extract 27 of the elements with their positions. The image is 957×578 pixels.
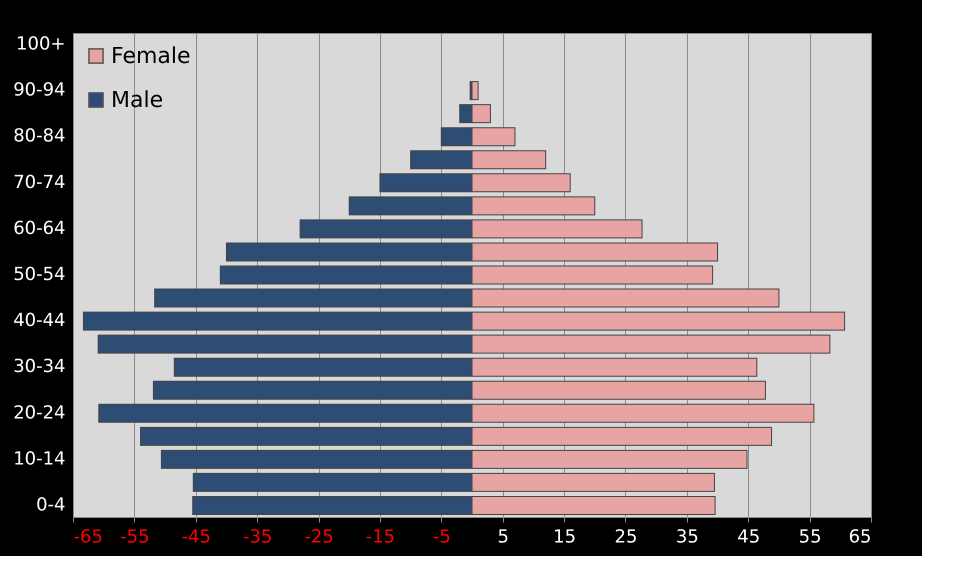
legend-label: Male: [111, 88, 164, 113]
y-tick-label: 10-14: [13, 448, 66, 470]
x-tick-label: 55: [798, 526, 822, 548]
x-tick-label: 45: [737, 526, 760, 548]
legend-label: Female: [111, 44, 191, 69]
x-tick-label: -25: [304, 526, 334, 548]
y-tick-label: 20-24: [13, 402, 66, 424]
x-tick-label: -5: [432, 526, 451, 548]
x-tick-label: 35: [676, 526, 699, 548]
x-tick-label: -45: [182, 526, 211, 548]
x-tick-label: -15: [366, 526, 396, 548]
x-tick-label: 25: [614, 526, 638, 548]
y-tick-label: 70-74: [13, 172, 66, 193]
y-tick-label: 80-84: [13, 126, 66, 147]
x-tick-label: 65: [848, 526, 872, 548]
x-tick-label: -35: [242, 526, 272, 548]
x-tick-label: 15: [553, 526, 576, 548]
y-tick-label: 40-44: [13, 310, 66, 332]
y-tick-label: 90-94: [13, 80, 66, 101]
y-tick-label: 0-4: [36, 494, 66, 516]
x-tick-label: 5: [497, 526, 509, 548]
y-tick-label: 50-54: [13, 264, 66, 285]
x-tick-label: -55: [120, 526, 150, 548]
x-tick-label: -65: [74, 526, 103, 548]
y-tick-label: 60-64: [13, 218, 66, 239]
y-tick-label: 100+: [16, 34, 66, 55]
y-tick-label: 30-34: [13, 356, 66, 378]
